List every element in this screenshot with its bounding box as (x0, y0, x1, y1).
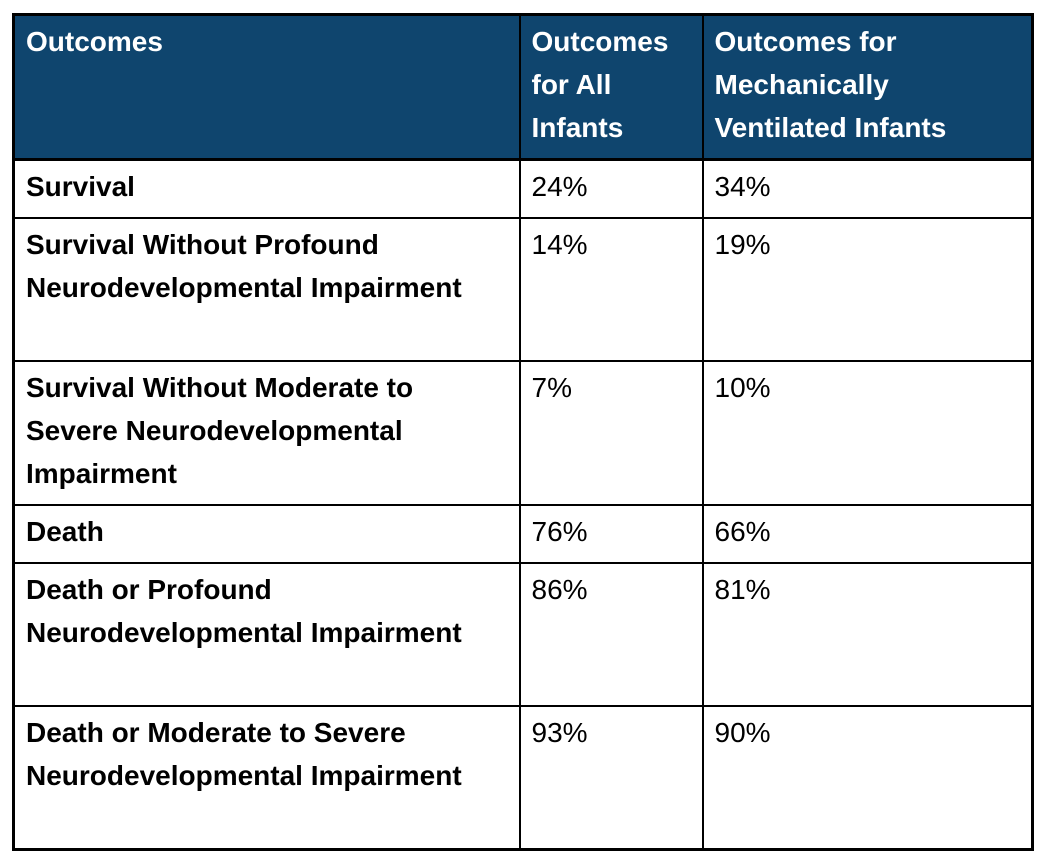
all-infants-value: 7% (518, 360, 704, 506)
outcome-label: Survival Without Profound Neurodevelopme… (12, 217, 521, 362)
outcome-label: Survival (12, 158, 521, 219)
table-row-survival: Survival 24% 34% (12, 158, 1034, 219)
column-header-outcomes: Outcomes (12, 13, 521, 161)
outcome-label: Death or Moderate to Severe Neurodevelop… (12, 705, 521, 850)
column-header-ventilated-infants: Outcomes for Mechanically Ventilated Inf… (701, 13, 1034, 161)
all-infants-value: 93% (518, 705, 704, 850)
ventilated-infants-value: 81% (701, 562, 1034, 707)
outcomes-table: Outcomes Outcomes for All Infants Outcom… (12, 13, 1034, 851)
outcome-label: Death (12, 504, 521, 564)
ventilated-infants-value: 34% (701, 158, 1034, 219)
all-infants-value: 14% (518, 217, 704, 362)
table-row-death-or-moderate-severe-ndi: Death or Moderate to Severe Neurodevelop… (12, 705, 1034, 850)
all-infants-value: 76% (518, 504, 704, 564)
all-infants-value: 24% (518, 158, 704, 219)
ventilated-infants-value: 10% (701, 360, 1034, 506)
outcome-label: Survival Without Moderate to Severe Neur… (12, 360, 521, 506)
table-row-death: Death 76% 66% (12, 504, 1034, 564)
all-infants-value: 86% (518, 562, 704, 707)
ventilated-infants-value: 19% (701, 217, 1034, 362)
column-header-all-infants: Outcomes for All Infants (518, 13, 704, 161)
table-row-death-or-profound-ndi: Death or Profound Neurodevelopmental Imp… (12, 562, 1034, 707)
outcome-label: Death or Profound Neurodevelopmental Imp… (12, 562, 521, 707)
ventilated-infants-value: 66% (701, 504, 1034, 564)
table-row-survival-without-moderate-severe-ndi: Survival Without Moderate to Severe Neur… (12, 360, 1034, 506)
table-header-row: Outcomes Outcomes for All Infants Outcom… (12, 13, 1034, 161)
ventilated-infants-value: 90% (701, 705, 1034, 850)
table-row-survival-without-profound-ndi: Survival Without Profound Neurodevelopme… (12, 217, 1034, 362)
